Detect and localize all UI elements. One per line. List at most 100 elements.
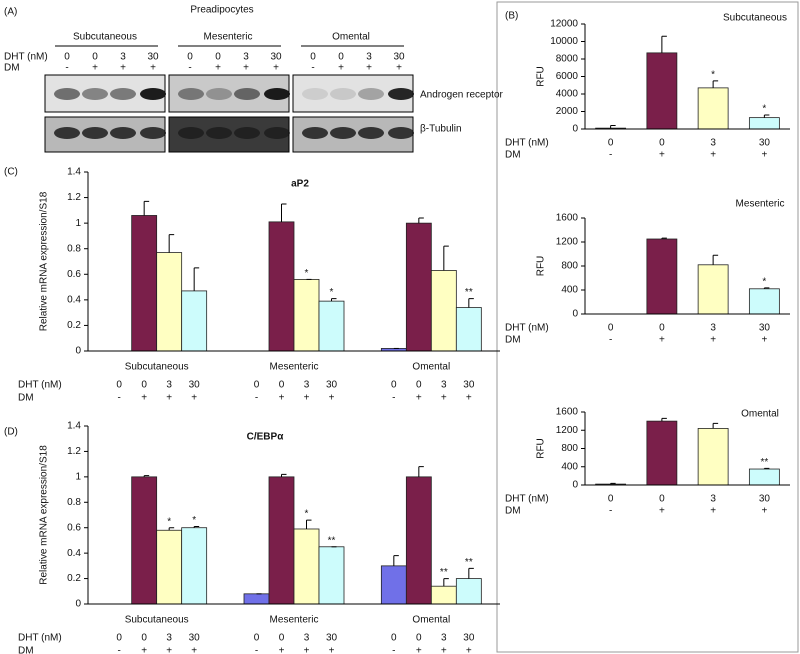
lane-label: 3	[120, 52, 126, 63]
x-row-value: 0	[116, 633, 122, 644]
bar	[697, 428, 729, 486]
significance: *	[192, 515, 196, 526]
error-bar	[712, 80, 719, 88]
x-row-value: +	[761, 335, 767, 346]
x-tick-label: Mesenteric	[270, 615, 319, 626]
band	[206, 127, 232, 139]
bar	[181, 290, 208, 352]
x-row-value: 0	[659, 138, 665, 149]
band	[358, 88, 384, 100]
x-row-value: +	[191, 393, 197, 404]
significance: *	[762, 104, 766, 115]
x-row-value: 30	[326, 633, 338, 644]
lane-label: -	[311, 63, 314, 74]
band	[264, 88, 290, 100]
lane-label: +	[243, 63, 249, 74]
blot-title: Preadipocytes	[190, 5, 253, 16]
group-label: Omental	[332, 32, 370, 43]
chart-title: C/EBPα	[247, 432, 285, 443]
x-row-value: +	[416, 646, 422, 654]
y-tick-label: 1600	[556, 407, 579, 418]
bar	[748, 468, 780, 486]
lane-label: -	[65, 63, 68, 74]
lane-label: 30	[147, 52, 159, 63]
bar	[748, 288, 780, 315]
lane-label: 0	[310, 52, 316, 63]
error-bar	[763, 467, 770, 470]
lane-label: +	[366, 63, 372, 74]
x-row-value: +	[466, 646, 472, 654]
y-tick-label: 1	[75, 471, 81, 482]
x-row-value: 0	[416, 380, 422, 391]
x-row-value: +	[304, 393, 310, 404]
error-bar	[610, 125, 616, 129]
x-row-value: 0	[254, 380, 260, 391]
band	[178, 88, 204, 100]
x-row-value: 3	[304, 380, 310, 391]
lane-label: 3	[366, 52, 372, 63]
lane-label: 0	[64, 52, 70, 63]
error-bar	[661, 237, 667, 239]
significance: *	[711, 70, 715, 81]
y-tick-label: 6000	[556, 71, 579, 82]
error-bar	[712, 254, 719, 265]
lane-label: 0	[187, 52, 193, 63]
band	[110, 127, 136, 139]
bar	[430, 270, 457, 352]
lane-label: 0	[338, 52, 344, 63]
band	[110, 88, 136, 100]
x-row-label: DHT (nM)	[18, 380, 62, 391]
bar	[318, 300, 345, 352]
y-tick-label: 0.2	[67, 573, 81, 584]
x-row-label: DHT (nM)	[18, 633, 62, 644]
x-row-value: +	[329, 393, 335, 404]
x-row-label: DM	[505, 150, 521, 161]
error-bar	[281, 473, 287, 477]
y-tick-label: 0.8	[67, 497, 81, 508]
x-row-value: 0	[279, 633, 285, 644]
x-row-value: -	[117, 646, 120, 654]
y-tick-label: 8000	[556, 54, 579, 65]
chart-title: Subcutaneous	[723, 13, 787, 24]
error-bar	[168, 234, 175, 253]
error-bar	[712, 422, 719, 429]
error-bar	[610, 482, 616, 485]
x-row-value: 30	[189, 380, 201, 391]
chart-title: Mesenteric	[736, 199, 785, 210]
x-tick-label: Mesenteric	[270, 362, 319, 373]
x-tick-label: Subcutaneous	[125, 362, 189, 373]
panel-label: (B)	[505, 11, 518, 22]
x-tick-label: Omental	[412, 362, 450, 373]
error-bar	[193, 525, 200, 528]
x-row-value: +	[166, 646, 172, 654]
x-row-value: +	[441, 393, 447, 404]
error-bar	[443, 245, 449, 271]
x-row-value: -	[255, 646, 258, 654]
bar	[748, 117, 780, 130]
y-tick-label: 800	[561, 443, 578, 454]
bar	[697, 264, 729, 315]
x-row-label: DHT (nM)	[505, 138, 549, 149]
error-bar	[393, 555, 399, 566]
panel-label: (D)	[4, 427, 18, 438]
x-row-value: +	[416, 393, 422, 404]
error-bar	[661, 417, 667, 422]
y-tick-label: 0.6	[67, 522, 81, 533]
y-tick-label: 1	[75, 218, 81, 229]
x-row-value: +	[659, 150, 665, 161]
lane-label: 3	[243, 52, 249, 63]
x-row-value: -	[392, 646, 395, 654]
x-row-value: 0	[141, 380, 147, 391]
error-bar	[418, 217, 424, 224]
bar	[131, 215, 158, 352]
band	[358, 127, 384, 139]
significance: *	[762, 277, 766, 288]
row-label: DHT (nM)	[4, 52, 48, 63]
y-tick-label: 1200	[556, 425, 579, 436]
bar	[430, 585, 457, 605]
error-bar	[418, 466, 424, 477]
x-row-value: +	[710, 150, 716, 161]
x-row-value: 3	[710, 323, 716, 334]
y-tick-label: 0	[572, 480, 578, 491]
